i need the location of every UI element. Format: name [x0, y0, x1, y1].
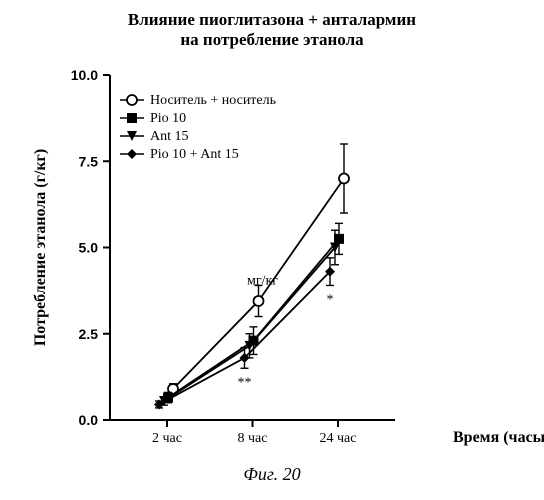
svg-text:2 час: 2 час — [152, 431, 182, 446]
svg-text:Влияние пиоглитазона + анталар: Влияние пиоглитазона + анталармин — [128, 10, 416, 29]
svg-text:2.5: 2.5 — [79, 326, 99, 342]
svg-text:Время (часы): Время (часы) — [453, 429, 544, 446]
svg-text:Ant 15: Ant 15 — [150, 129, 189, 144]
svg-text:*: * — [327, 292, 334, 307]
svg-text:8 час: 8 час — [238, 431, 268, 446]
svg-text:**: ** — [238, 375, 252, 390]
svg-text:мг/кг: мг/кг — [247, 274, 278, 289]
svg-text:Pio 10 + Ant 15: Pio 10 + Ant 15 — [150, 147, 239, 162]
svg-text:Потребление этанола (г/кг): Потребление этанола (г/кг) — [32, 149, 49, 346]
svg-text:Фиг. 20: Фиг. 20 — [243, 464, 300, 484]
svg-text:10.0: 10.0 — [71, 67, 98, 83]
chart-container: Влияние пиоглитазона + анталарминна потр… — [0, 0, 544, 500]
svg-text:5.0: 5.0 — [79, 240, 99, 256]
svg-text:на потребление этанола: на потребление этанола — [180, 30, 364, 49]
svg-text:Pio 10: Pio 10 — [150, 111, 186, 126]
svg-text:Носитель + носитель: Носитель + носитель — [150, 93, 276, 108]
chart-svg: Влияние пиоглитазона + анталарминна потр… — [0, 0, 544, 500]
svg-text:24 час: 24 час — [320, 431, 357, 446]
svg-text:7.5: 7.5 — [79, 153, 99, 169]
svg-text:0.0: 0.0 — [79, 412, 99, 428]
